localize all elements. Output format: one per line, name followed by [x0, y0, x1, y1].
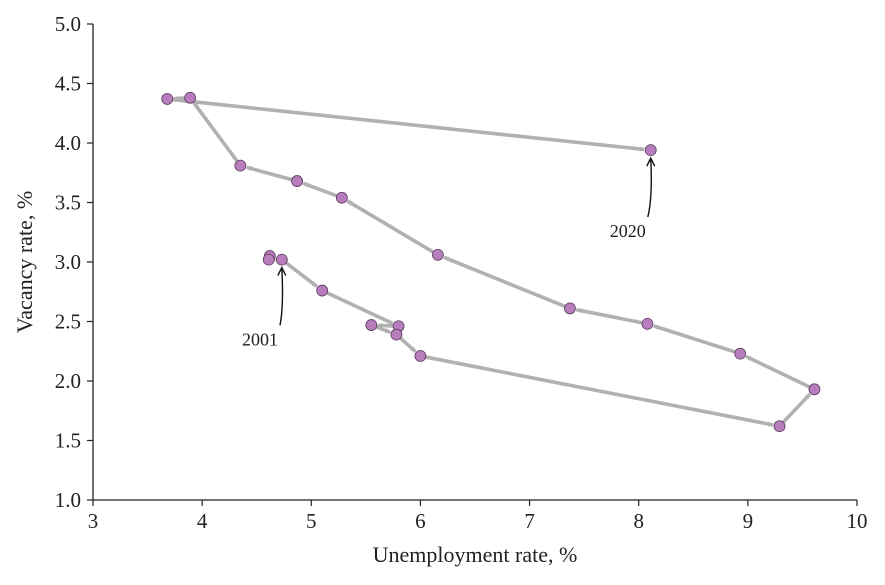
annotation-label: 2020	[610, 221, 646, 241]
trajectory-arrows	[172, 95, 812, 427]
trajectory-arrow	[377, 322, 394, 329]
trajectory-arrow	[246, 165, 293, 182]
annotation-label: 2001	[242, 329, 278, 349]
annotation-arrowhead	[646, 156, 656, 167]
trajectory-arrow	[285, 261, 319, 289]
annotation-arrowhead	[277, 266, 287, 276]
data-point	[365, 319, 378, 331]
x-tick-label: 3	[88, 509, 99, 533]
data-point	[808, 383, 821, 396]
data-point	[734, 347, 747, 360]
trajectory-arrow	[575, 307, 643, 325]
data-point	[414, 350, 427, 362]
x-tick-label: 6	[415, 509, 426, 533]
trajectory-arrow	[425, 355, 774, 427]
data-point	[291, 175, 303, 187]
trajectory-arrow	[399, 336, 417, 354]
data-point	[335, 191, 348, 204]
trajectory-arrow	[653, 324, 736, 354]
data-point	[275, 253, 288, 266]
y-tick-label: 2.0	[55, 369, 81, 393]
trajectory-arrow	[781, 392, 812, 424]
y-tick-label: 5.0	[55, 12, 81, 36]
y-axis-title: Vacancy rate, %	[12, 191, 37, 333]
y-tick-label: 1.0	[55, 488, 81, 512]
data-point	[390, 328, 403, 341]
data-point	[184, 91, 197, 104]
x-axis-title: Unemployment rate, %	[373, 542, 578, 567]
data-point	[773, 420, 786, 433]
data-point	[161, 93, 174, 105]
trajectory-arrow	[326, 291, 394, 326]
trajectory-arrow	[172, 97, 645, 152]
trajectory-arrow	[375, 325, 391, 334]
trajectory-arrow	[745, 354, 811, 389]
y-tick-label: 4.0	[55, 131, 81, 155]
y-tick-label: 3.5	[55, 191, 81, 215]
y-tick-label: 1.5	[55, 429, 81, 453]
x-tick-label: 9	[743, 509, 754, 533]
x-tick-label: 4	[197, 509, 208, 533]
trajectory-arrow	[302, 181, 338, 198]
data-point	[644, 144, 657, 157]
y-tick-label: 2.5	[55, 310, 81, 334]
data-point	[262, 253, 275, 266]
data-point	[316, 284, 329, 297]
axes: 3 4 5 6 7 8 9 10 1.0 1.5 2.0 2.5 3.0 3.5 4.0 4.5 5.0	[55, 12, 868, 533]
trajectory-arrow	[192, 101, 239, 163]
data-point	[234, 159, 247, 172]
data-point	[641, 317, 654, 330]
x-tick-label: 7	[524, 509, 535, 533]
data-points	[161, 91, 821, 433]
annotation-arrow	[279, 267, 284, 326]
data-point	[431, 248, 444, 261]
x-tick-label: 10	[847, 509, 868, 533]
data-point	[564, 302, 576, 315]
x-tick-label: 8	[633, 509, 644, 533]
trajectory-arrow	[443, 255, 566, 309]
annotations: 2001 2020	[242, 156, 656, 349]
trajectory-arrow	[346, 199, 435, 254]
annotation-arrow	[647, 158, 652, 218]
y-tick-label: 4.5	[55, 72, 81, 96]
y-tick-label: 3.0	[55, 250, 81, 274]
x-tick-label: 5	[306, 509, 317, 533]
